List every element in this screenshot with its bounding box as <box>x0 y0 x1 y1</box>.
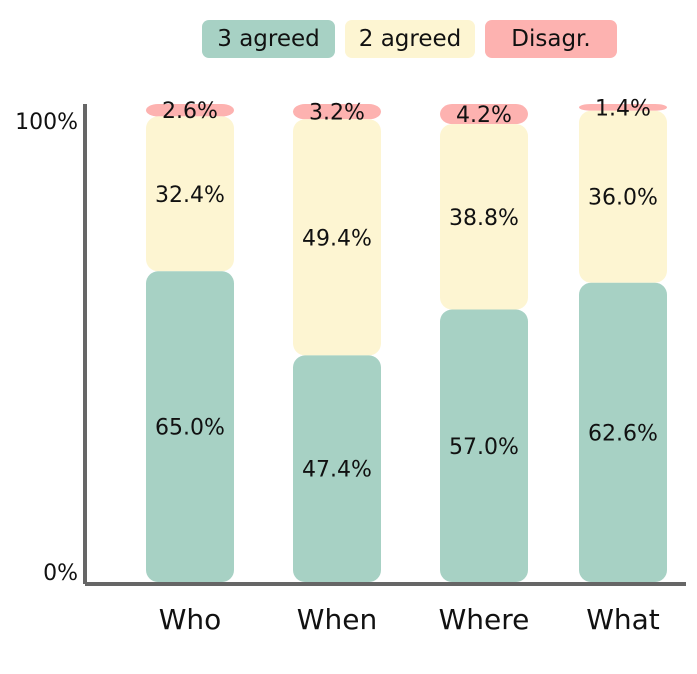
bar-what-series-0 <box>579 282 667 582</box>
bar-what-series-2 <box>579 104 667 111</box>
legend-item-disagreed: Disagr. <box>485 20 617 58</box>
x-tick-label-who: Who <box>159 603 222 636</box>
data-label-what-series-1: 36.0% <box>588 186 658 211</box>
legend-item-2-agreed: 2 agreed <box>345 20 475 58</box>
data-label-where-series-0: 57.0% <box>449 435 519 460</box>
bar-when-series-1 <box>293 119 381 356</box>
bar-what-series-1 <box>579 110 667 283</box>
bar-where-series-1 <box>440 124 528 310</box>
x-tick-label-what: What <box>586 603 660 636</box>
bar-when-series-2 <box>293 104 381 120</box>
data-label-where-series-1: 38.8% <box>449 206 519 231</box>
bar-when-series-0 <box>293 355 381 582</box>
data-label-who-series-2: 2.6% <box>162 99 218 124</box>
data-label-when-series-0: 47.4% <box>302 458 372 483</box>
bars-group <box>146 104 667 582</box>
y-tick-label-100: 100% <box>15 110 78 135</box>
data-label-who-series-1: 32.4% <box>155 183 225 208</box>
chart-axes: 100% 0% <box>15 104 686 586</box>
legend: 3 agreed 2 agreed Disagr. <box>202 20 617 58</box>
legend-item-3-agreed: 3 agreed <box>202 20 335 58</box>
data-label-where-series-2: 4.2% <box>456 103 512 128</box>
y-tick-label-0: 0% <box>43 561 78 586</box>
data-label-what-series-2: 1.4% <box>595 96 651 121</box>
x-tick-label-when: When <box>297 603 377 636</box>
data-label-what-series-0: 62.6% <box>588 421 658 446</box>
bar-where-series-2 <box>440 104 528 125</box>
labels-group: 65.0% 32.4% 2.6% Who 47.4% 49.4% 3.2% When 57.0%… <box>155 96 660 636</box>
data-label-when-series-2: 3.2% <box>309 101 365 126</box>
x-tick-label-where: Where <box>439 603 530 636</box>
bar-where-series-0 <box>440 309 528 582</box>
bar-who-series-1 <box>146 116 234 272</box>
data-label-when-series-1: 49.4% <box>302 226 372 251</box>
bar-who-series-0 <box>146 271 234 582</box>
bar-who-series-2 <box>146 104 234 117</box>
data-label-who-series-0: 65.0% <box>155 416 225 441</box>
